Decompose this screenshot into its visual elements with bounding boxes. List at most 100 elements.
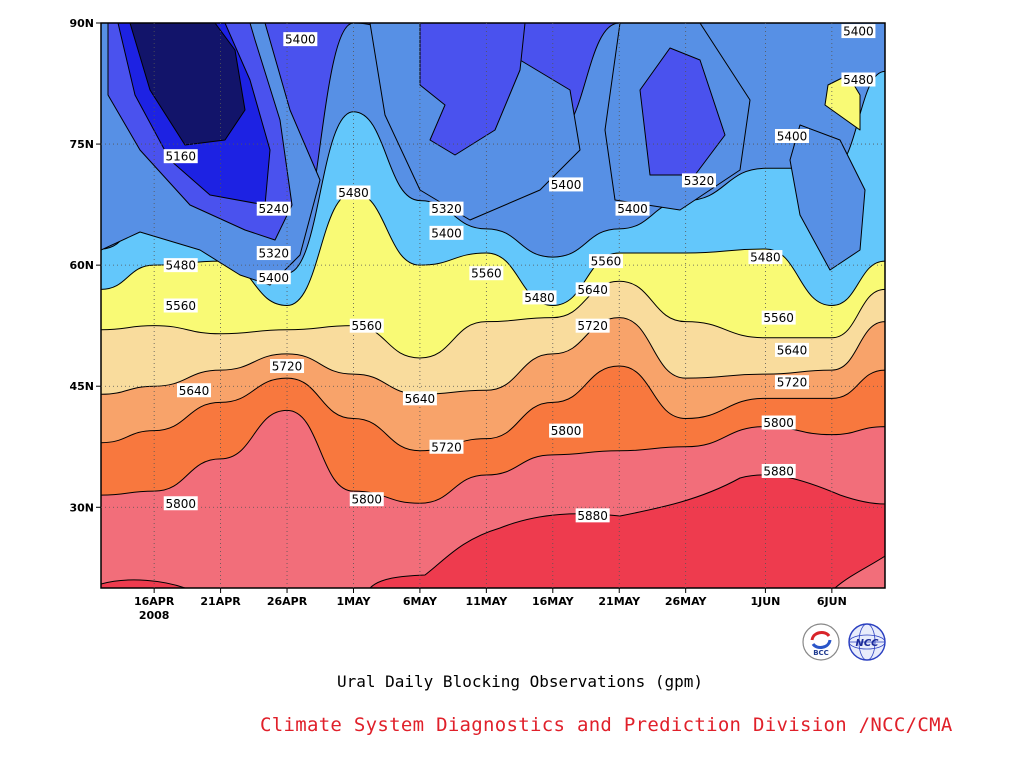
contour-label-text: 5400 [843, 25, 874, 39]
contour-label-bg [163, 298, 198, 313]
contour-label-text: 5800 [551, 424, 582, 438]
contour-cell [789, 124, 866, 271]
contour-label: 5480 [841, 72, 876, 87]
contour-label-bg [761, 463, 796, 478]
contour-label: 5880 [761, 463, 796, 478]
contour-label-text: 5160 [165, 150, 196, 164]
contour-label: 5560 [469, 266, 504, 281]
contour-label: 5480 [336, 185, 371, 200]
contour-label-text: 5880 [577, 509, 608, 523]
contour-label-text: 5480 [843, 73, 874, 87]
contour-label-bg [774, 342, 809, 357]
y-tick-label: 90N [69, 17, 94, 30]
contour-label: 5560 [163, 298, 198, 313]
x-tick-label: 21APR [200, 595, 241, 608]
contour-label-bg [774, 129, 809, 143]
grid [101, 23, 885, 588]
contour-label-text: 5400 [551, 178, 582, 192]
contour-label-bg [429, 439, 464, 454]
contour-label-bg [163, 258, 198, 273]
contour-label-text: 5480 [165, 259, 196, 273]
contour-label: 5400 [429, 225, 464, 240]
contour-label-bg [841, 72, 876, 87]
contour-label-text: 5560 [763, 311, 794, 325]
contour-label-text: 5320 [684, 174, 715, 188]
contour-label-text: 5720 [431, 440, 462, 454]
contour-label: 5640 [402, 391, 437, 406]
ncc-logo: NCC [848, 623, 886, 661]
contour-label: 5480 [522, 290, 557, 305]
contour-label-text: 5720 [777, 376, 808, 390]
contour-label: 5320 [256, 246, 291, 261]
x-tick-label: 26APR [267, 595, 308, 608]
contour-label-bg [774, 375, 809, 390]
contour-label: 5800 [761, 415, 796, 430]
x-tick-label: 6MAY [403, 595, 438, 608]
contour-label-text: 5560 [471, 267, 502, 281]
contour-label: 5720 [575, 318, 610, 333]
contour-label-text: 5640 [577, 283, 608, 297]
x-tick-label: 11MAY [466, 595, 509, 608]
credit-line: Climate System Diagnostics and Predictio… [260, 714, 953, 736]
contour-label-text: 5640 [405, 392, 436, 406]
contour-label: 5880 [575, 508, 610, 523]
x-tick-label: 26MAY [665, 595, 708, 608]
contour-label: 5480 [163, 258, 198, 273]
contour-label-text: 5560 [591, 255, 622, 269]
chart-title: Ural Daily Blocking Observations (gpm) [336, 672, 704, 691]
y-tick-label: 60N [69, 259, 94, 272]
contour-cell [419, 23, 526, 156]
contour-label: 5320 [681, 173, 716, 188]
contour-label: 5400 [774, 129, 809, 144]
contour-labels: 5400 5160 5240 5320 5400 5480 5560 5640 5720 5800… [163, 24, 876, 523]
x-year-label: 2008 [139, 609, 170, 622]
contour-label-bg [283, 32, 318, 47]
x-tick-label: 1JUN [750, 595, 780, 608]
contour-label-text: 5560 [165, 299, 196, 313]
contour-cell [639, 47, 726, 176]
contour-label-bg [177, 383, 212, 398]
contour-label-bg [163, 496, 198, 511]
contour-label: 5400 [615, 201, 650, 216]
contour-label-bg [469, 266, 504, 281]
bcc-logo-text: BCC [813, 649, 829, 657]
x-tick-label: 16MAY [532, 595, 575, 608]
contour-label-bg [349, 492, 384, 507]
contour-label-bg [615, 201, 650, 216]
contour-label-bg [575, 282, 610, 297]
contour-label-bg [575, 318, 610, 333]
contour-label-bg [761, 310, 796, 325]
contour-label: 5560 [588, 254, 623, 269]
contour-label-bg [256, 270, 291, 285]
x-tick-label: 1MAY [336, 595, 371, 608]
contour-label: 5400 [549, 177, 584, 192]
x-tick-label: 21MAY [598, 595, 641, 608]
contour-label-text: 5640 [777, 343, 808, 357]
contour-label-text: 5480 [750, 251, 781, 265]
contour-label: 5560 [761, 310, 796, 325]
contour-label-bg [681, 173, 716, 188]
contour-label-text: 5320 [258, 247, 289, 261]
contour-label-text: 5400 [285, 33, 316, 47]
contour-label-bg [841, 24, 876, 39]
ticks: 16APR 21APR 26APR 1MAY 6MAY 11MAY 16MAY 21MAY 26… [69, 17, 846, 622]
contour-label: 5400 [841, 24, 876, 39]
contour-label: 5640 [774, 342, 809, 357]
contour-label-text: 5880 [763, 464, 794, 478]
contour-label: 5480 [748, 250, 783, 265]
y-tick-label: 75N [69, 138, 94, 151]
bcc-logo: BCC [802, 623, 840, 661]
contour-label-bg [522, 290, 557, 305]
contour-label: 5400 [256, 270, 291, 285]
ncc-logo-text: NCC [855, 638, 879, 649]
contour-label-text: 5720 [272, 360, 303, 374]
contour-label-bg [549, 423, 584, 438]
contour-label-text: 5800 [351, 493, 382, 507]
contour-label: 5800 [163, 496, 198, 511]
contour-label-bg [748, 250, 783, 265]
contour-label: 5640 [177, 383, 212, 398]
contour-label-text: 5640 [179, 384, 210, 398]
contour-label: 5640 [575, 282, 610, 297]
contour-label-text: 5560 [351, 319, 382, 333]
